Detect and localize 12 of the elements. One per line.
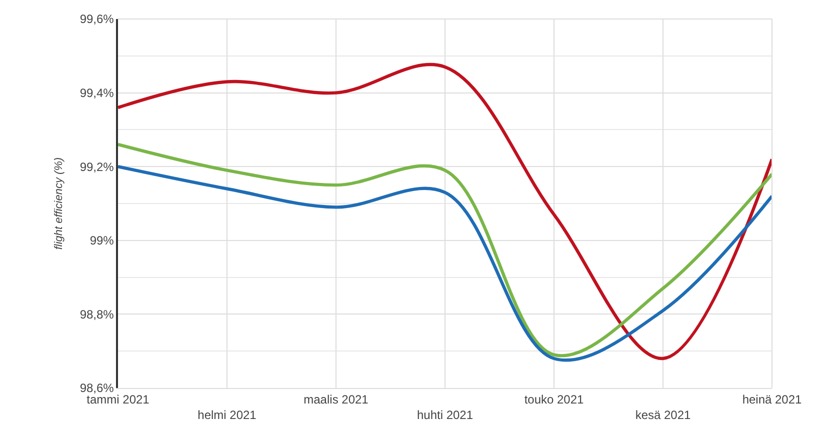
x-tick-label: heinä 2021 [742, 392, 802, 406]
y-tick-label: 98,8% [80, 307, 114, 322]
y-tick-label: 99% [90, 234, 114, 248]
x-tick-label: huhti 2021 [416, 408, 474, 422]
x-tick-label: kesä 2021 [635, 408, 692, 422]
x-tick-label: touko 2021 [524, 392, 584, 406]
y-tick-label: 99,4% [80, 86, 114, 100]
y-tick-label: 99,6% [80, 12, 114, 26]
y-tick-label: 99,2% [80, 160, 114, 174]
y-axis-title: flight efficiency (%) [52, 157, 65, 250]
x-tick-label: maalis 2021 [304, 392, 369, 406]
x-tick-label: helmi 2021 [198, 408, 257, 422]
